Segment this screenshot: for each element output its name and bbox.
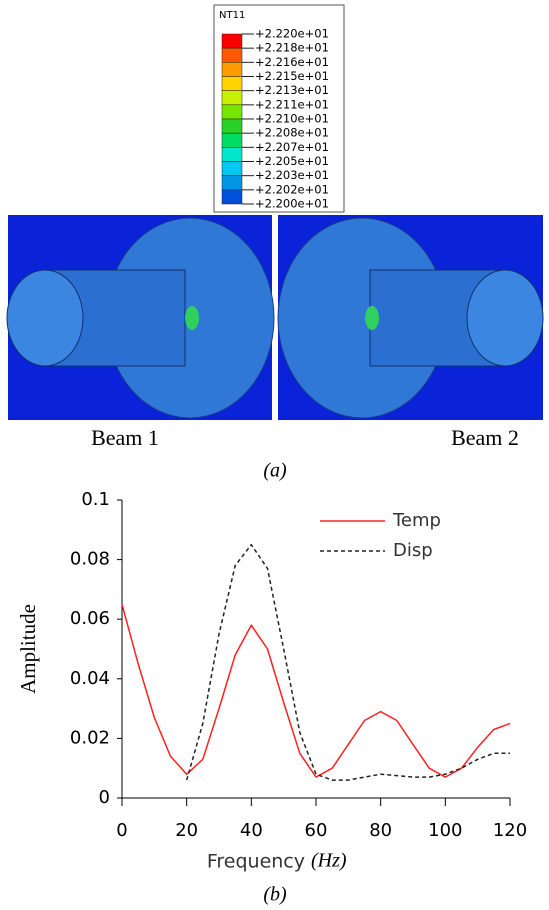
color-band — [221, 132, 243, 148]
x-axis-unit: (Hz) — [311, 850, 347, 872]
color-band — [221, 118, 243, 134]
caption: (a) — [263, 460, 287, 482]
color-band — [221, 33, 243, 49]
legend-label: +2.218e+01 — [255, 41, 329, 55]
series-line — [121, 604, 511, 778]
legend-label: +2.220e+01 — [255, 27, 329, 41]
y-tick-label: 0.1 — [81, 489, 110, 510]
beam-2-image — [277, 215, 544, 420]
color-band — [221, 76, 243, 91]
color-band — [221, 62, 243, 77]
beam-1-image — [6, 215, 275, 420]
legend-label: +2.216e+01 — [255, 55, 329, 69]
legend-label: +2.208e+01 — [255, 126, 329, 140]
color-band — [221, 104, 243, 120]
beam-label: Beam 1 — [91, 425, 159, 450]
chart: 0 0.02 0.04 0.06 0.08 0.1 0 20 40 60 80 100 120 Frequ… — [16, 489, 527, 873]
y-axis-label: Amplitude — [16, 604, 40, 694]
color-band — [221, 161, 243, 176]
x-tick-label: 120 — [493, 820, 527, 841]
x-tick-label: 40 — [240, 820, 263, 841]
y-tick-label: 0.06 — [70, 608, 110, 629]
legend-label: +2.202e+01 — [255, 182, 329, 196]
legend-label: +2.207e+01 — [255, 140, 329, 154]
y-tick-label: 0.08 — [70, 549, 110, 570]
y-tick-label: 0 — [99, 787, 110, 808]
legend-label: +2.211e+01 — [255, 97, 329, 111]
contour-legend: +2.220e+01+2.218e+01+2.216e+01+2.215e+01… — [221, 27, 329, 211]
caption: (b) — [263, 884, 287, 906]
legend-label: +2.213e+01 — [255, 83, 329, 97]
y-tick-label: 0.02 — [70, 727, 110, 748]
legend-label: +2.200e+01 — [255, 197, 329, 211]
legend-entry: Disp — [393, 540, 433, 561]
color-band — [221, 189, 243, 205]
x-axis-label: Frequency — [207, 851, 305, 873]
color-band — [221, 90, 243, 106]
legend-entry: Temp — [392, 510, 441, 531]
series-line — [185, 543, 510, 781]
legend-label: +2.205e+01 — [255, 154, 329, 168]
legend-label: +2.210e+01 — [255, 112, 329, 126]
legend-title: NT11 — [219, 10, 245, 21]
color-band — [221, 47, 243, 63]
x-tick-label: 100 — [428, 820, 462, 841]
legend-label: +2.215e+01 — [255, 69, 329, 83]
color-band — [221, 147, 243, 162]
x-tick-label: 80 — [369, 820, 392, 841]
color-band — [221, 175, 243, 191]
x-tick-label: 60 — [305, 820, 328, 841]
legend-label: +2.203e+01 — [255, 168, 329, 182]
y-tick-label: 0.04 — [70, 668, 110, 689]
beam-label: Beam 2 — [451, 425, 519, 450]
x-tick-label: 20 — [175, 820, 198, 841]
x-tick-label: 0 — [116, 820, 127, 841]
